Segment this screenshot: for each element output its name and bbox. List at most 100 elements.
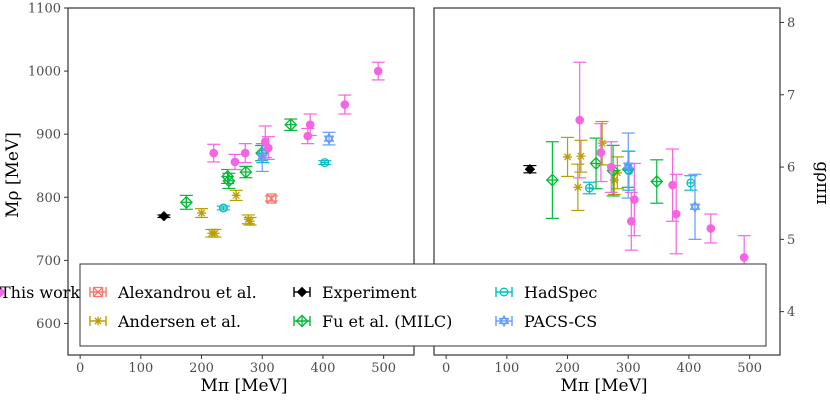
panel-0-fu-et-al-milc-point-2: [222, 174, 236, 188]
panel-0-x-tick-label-200: 200: [189, 361, 214, 376]
left-x-axis-title: Mπ [MeV]: [201, 376, 288, 396]
panel-0-x-tick-label-0: 0: [76, 361, 84, 376]
legend-key-marker-fu-et-al-milc: [295, 314, 309, 328]
panel-0-fu-et-al-milc-point-0: [179, 195, 193, 209]
panel-1-y-tick-label-6: 6: [787, 161, 795, 176]
panel-0-hadspec-point-2: [320, 158, 330, 168]
panel-1-pacs-cs-point-1: [689, 200, 701, 214]
panel-1-fu-et-al-milc-point-4: [650, 174, 664, 189]
panel-1-x-tick-label-400: 400: [677, 361, 702, 376]
panel-0-series-andersen-et-al: [195, 189, 257, 238]
panel-0-y-tick-label-700: 700: [36, 254, 61, 269]
panel-0-fu-et-al-milc-point-3: [239, 165, 253, 179]
panel-0-this-work-point-2: [240, 148, 250, 158]
panel-0-series-this-work: [207, 61, 385, 171]
panel-0-this-work-point-0: [209, 148, 219, 158]
panel-1-data: [523, 61, 751, 280]
left-y-axis-title: Mρ [MeV]: [3, 132, 23, 218]
panel-1-x-tick-label-0: 0: [442, 361, 450, 376]
panel-1-this-work-point-3: [626, 216, 636, 226]
legend-label-alexandrou-et-al: Alexandrou et al.: [117, 283, 257, 302]
legend-label-experiment: Experiment: [322, 283, 417, 302]
panel-0-fu-et-al-milc-point-5: [284, 118, 298, 132]
panel-1-x-tick-label-500: 500: [737, 361, 762, 376]
panel-0-series-fu-et-al-milc: [179, 118, 298, 210]
panel-0-this-work-point-1: [230, 157, 240, 167]
panel-1-y-tick-label-7: 7: [787, 88, 795, 103]
legend-item-alexandrou-et-al: Alexandrou et al.: [89, 283, 257, 302]
panel-1-andersen-et-al-point-1: [573, 182, 583, 192]
panel-0-x-tick-label-300: 300: [250, 361, 275, 376]
panel-0-experiment-point-0: [158, 210, 170, 222]
panel-1-series-experiment: [523, 164, 537, 175]
legend-item-andersen-et-al: Andersen et al.: [89, 312, 241, 331]
legend-key-marker-pacs-cs: [498, 314, 510, 328]
panel-0-y-tick-label-600: 600: [36, 317, 61, 332]
panel-1-this-work-point-2: [606, 162, 616, 172]
panel-0-andersen-et-al-point-0: [197, 208, 207, 218]
panel-0-x-tick-label-100: 100: [128, 361, 153, 376]
panel-0-andersen-et-al-point-2: [210, 228, 220, 238]
legend-label-fu-et-al-milc: Fu et al. (MILC): [322, 312, 452, 331]
panel-1-this-work-point-5: [668, 180, 677, 190]
panel-0-pacs-cs-point-1: [323, 132, 335, 145]
panel-1-y-tick-label-4: 4: [787, 305, 795, 320]
panel-0-series-alexandrou-et-al: [264, 193, 278, 204]
panel-1-fu-et-al-milc-point-1: [589, 156, 603, 170]
legend: Alexandrou et al. Andersen et al. Experime…: [0, 263, 767, 347]
panel-0-series-experiment: [157, 210, 171, 222]
legend-box: [79, 263, 767, 347]
panel-0-this-work-point-7: [340, 100, 350, 109]
panel-0-y-tick-label-1100: 1100: [28, 2, 61, 17]
panel-1-hadspec-point-0: [584, 183, 594, 193]
panel-1-experiment-point-0: [524, 164, 536, 175]
panel-1-y-tick-label-5: 5: [787, 233, 795, 248]
legend-key-marker-hadspec: [499, 287, 509, 297]
legend-key-marker-andersen-et-al: [93, 316, 103, 326]
panel-0-y-tick-label-900: 900: [36, 128, 61, 143]
panel-0-hadspec-point-0: [218, 203, 228, 213]
legend-label-this-work: This work: [0, 283, 80, 302]
panel-1-pacs-cs-errorbar-1: [688, 173, 702, 240]
panel-1-series-this-work: [573, 61, 751, 280]
legend-item-hadspec: HadSpec: [495, 283, 597, 302]
panel-1-andersen-et-al-point-2: [576, 151, 586, 161]
panel-0-data: [157, 61, 385, 238]
panel-0-x-tick-label-500: 500: [371, 361, 396, 376]
panel-0-andersen-et-al-point-3: [231, 190, 241, 200]
panel-1-fu-et-al-milc-point-0: [545, 173, 559, 187]
panel-1-this-work-point-4: [629, 195, 639, 204]
panel-1-this-work-point-1: [596, 148, 606, 157]
legend-item-pacs-cs: PACS-CS: [495, 312, 597, 331]
panel-0-x-tick-label-400: 400: [311, 361, 336, 376]
panel-1-andersen-et-al-point-0: [563, 152, 573, 162]
panel-1-x-tick-label-200: 200: [555, 361, 580, 376]
legend-label-andersen-et-al: Andersen et al.: [117, 312, 241, 331]
panel-1-y-tick-label-8: 8: [787, 16, 795, 31]
panel-1-x-tick-label-300: 300: [616, 361, 641, 376]
panel-0-alexandrou-et-al-point-0: [266, 193, 277, 204]
right-x-axis-title: Mπ [MeV]: [561, 376, 648, 396]
panel-0-y-tick-label-1000: 1000: [28, 65, 61, 80]
panel-1-this-work-point-7: [706, 224, 716, 233]
panel-0-y-tick-label-800: 800: [36, 191, 61, 206]
panel-1-this-work-point-6: [671, 209, 681, 219]
right-y-axis-title: gρππ: [812, 161, 830, 204]
legend-key-marker-experiment: [296, 286, 308, 298]
panel-0-this-work-point-8: [373, 66, 383, 76]
legend-key-marker-this-work: [0, 287, 5, 297]
legend-label-pacs-cs: PACS-CS: [524, 312, 597, 331]
legend-item-experiment: Experiment: [293, 283, 417, 302]
panel-1-x-tick-label-100: 100: [494, 361, 519, 376]
panel-1-this-work-point-8: [739, 253, 749, 262]
legend-item-fu-et-al-milc: Fu et al. (MILC): [293, 312, 452, 331]
panel-0-andersen-et-al-point-5: [245, 216, 255, 226]
panel-1-andersen-et-al-point-3: [597, 138, 607, 148]
legend-label-hadspec: HadSpec: [524, 283, 597, 302]
legend-item-this-work: This work: [0, 283, 80, 302]
panel-1-series-pacs-cs: [621, 132, 702, 240]
legend-key-marker-alexandrou-et-al: [92, 286, 104, 298]
panel-1-this-work-point-0: [575, 115, 585, 125]
panel-0-this-work-point-4: [263, 143, 273, 153]
